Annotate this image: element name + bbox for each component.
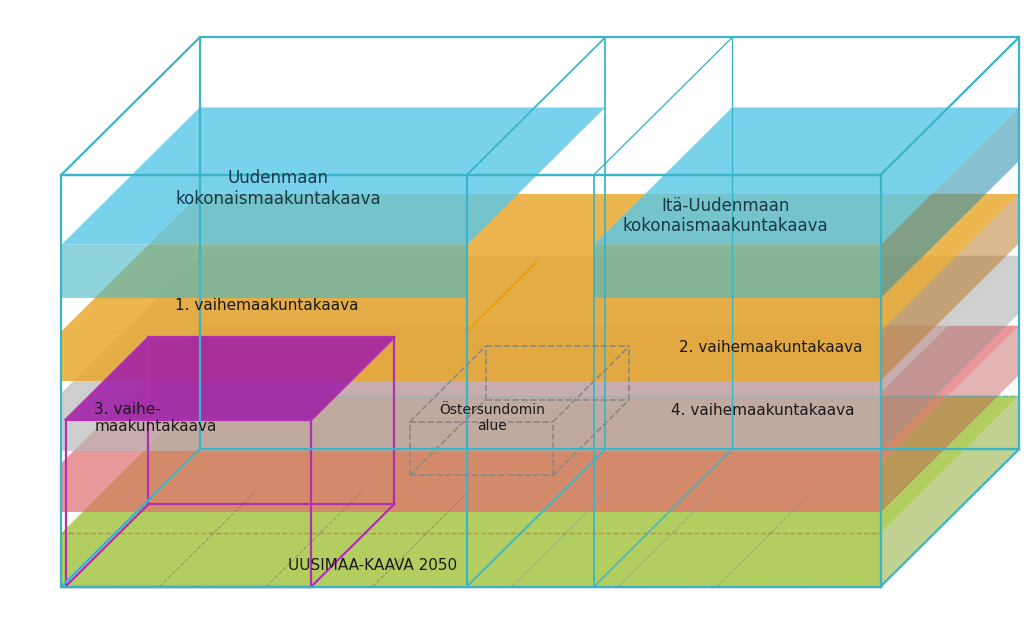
Text: UUSIMAA-KAAVA 2050: UUSIMAA-KAAVA 2050: [288, 558, 458, 573]
Polygon shape: [594, 245, 881, 298]
Polygon shape: [61, 256, 1019, 393]
Polygon shape: [881, 194, 1019, 381]
Text: 3. vaihe-
maakuntakaava: 3. vaihe- maakuntakaava: [94, 401, 217, 434]
Text: Uudenmaan
kokonaismaakuntakaava: Uudenmaan kokonaismaakuntakaava: [175, 169, 381, 208]
Polygon shape: [61, 194, 1019, 331]
Polygon shape: [594, 107, 1019, 245]
Polygon shape: [61, 393, 881, 451]
Polygon shape: [61, 533, 881, 587]
Text: Östersundomin
alue: Östersundomin alue: [439, 402, 545, 433]
Polygon shape: [61, 396, 1019, 533]
Polygon shape: [61, 245, 467, 298]
Polygon shape: [881, 107, 1019, 298]
Polygon shape: [61, 107, 605, 245]
Polygon shape: [61, 463, 881, 512]
Polygon shape: [881, 256, 1019, 451]
Polygon shape: [66, 338, 394, 420]
Text: 2. vaihemaakuntakaava: 2. vaihemaakuntakaava: [680, 339, 863, 354]
Text: 4. vaihemaakuntakaava: 4. vaihemaakuntakaava: [672, 403, 855, 418]
Polygon shape: [881, 396, 1019, 587]
Polygon shape: [61, 331, 881, 381]
Text: 1. vaihemaakuntakaava: 1. vaihemaakuntakaava: [175, 298, 358, 313]
Polygon shape: [881, 326, 1019, 512]
Text: Itä-Uudenmaan
kokonaismaakuntakaava: Itä-Uudenmaan kokonaismaakuntakaava: [623, 197, 828, 235]
Polygon shape: [61, 326, 1019, 463]
